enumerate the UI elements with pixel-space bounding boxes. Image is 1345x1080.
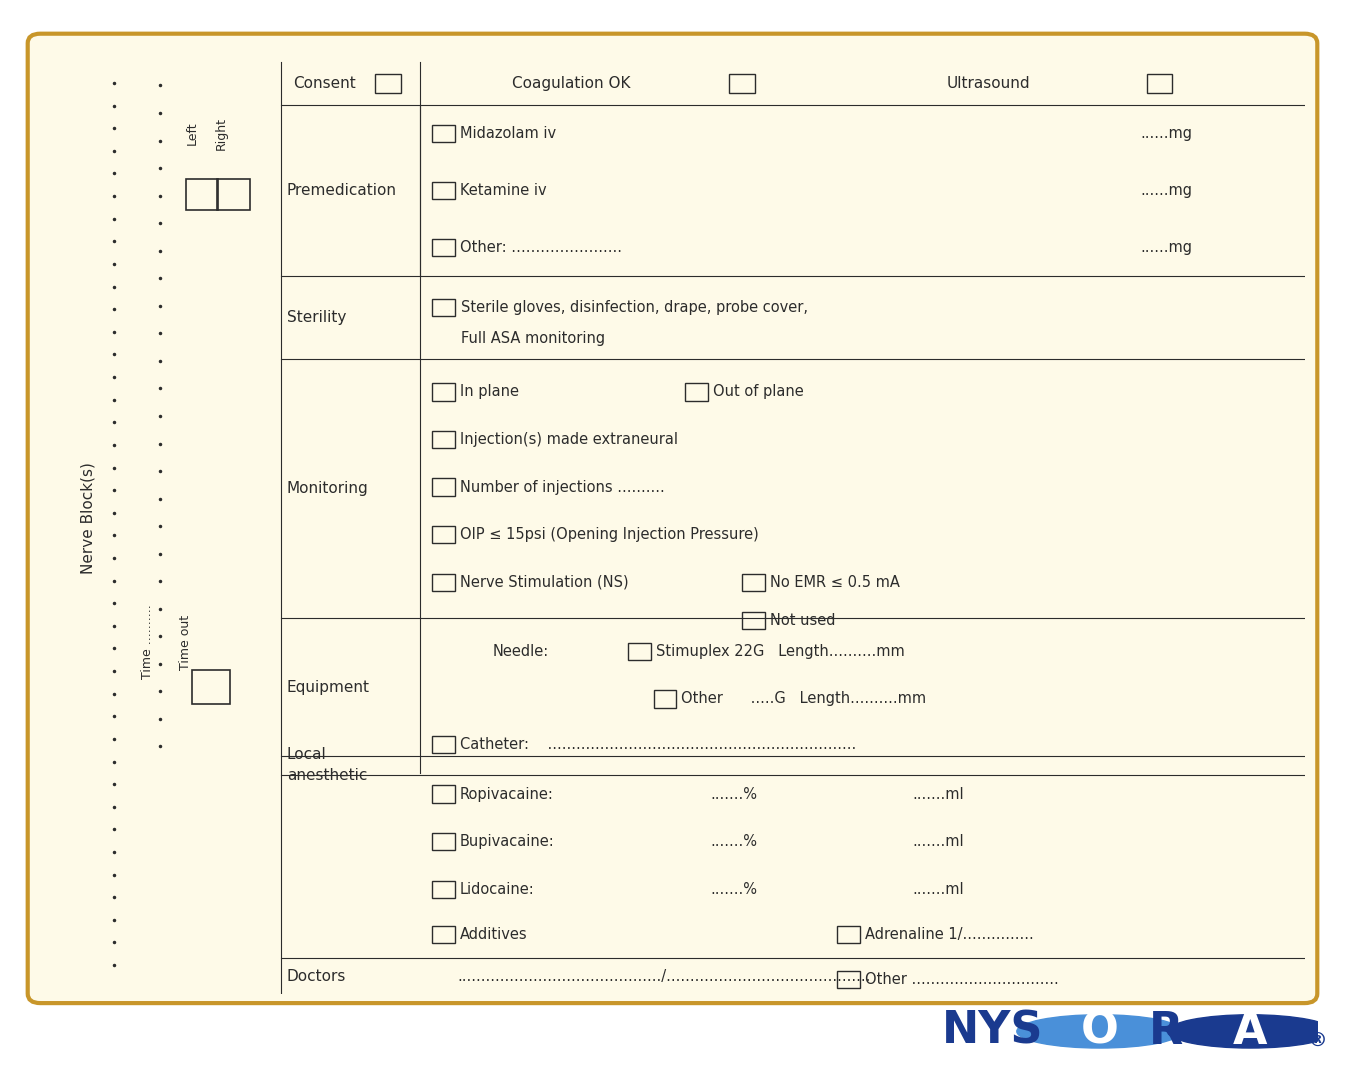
- Bar: [432, 737, 455, 753]
- Text: .......%: .......%: [710, 786, 757, 801]
- Text: Coagulation OK: Coagulation OK: [512, 76, 631, 91]
- Text: Ultrasound: Ultrasound: [947, 76, 1030, 91]
- Text: .........................................../....................................: ........................................…: [457, 969, 872, 984]
- Bar: [192, 670, 230, 704]
- Text: Needle:: Needle:: [492, 644, 549, 659]
- Text: Other: ……………….....: Other: ……………….....: [460, 240, 623, 255]
- Bar: [432, 880, 455, 897]
- Bar: [432, 526, 455, 543]
- Bar: [432, 927, 455, 943]
- Text: Monitoring: Monitoring: [286, 481, 369, 496]
- Bar: [432, 431, 455, 448]
- Text: ......mg: ......mg: [1141, 240, 1192, 255]
- Text: .......%: .......%: [710, 881, 757, 896]
- Text: Doctors: Doctors: [286, 969, 346, 984]
- Text: Nerve Block(s): Nerve Block(s): [81, 462, 95, 575]
- Text: Time out: Time out: [179, 615, 192, 670]
- Bar: [729, 75, 755, 93]
- Text: Bupivacaine:: Bupivacaine:: [460, 834, 555, 849]
- Bar: [837, 971, 859, 988]
- Bar: [186, 179, 218, 210]
- Circle shape: [1017, 1015, 1182, 1048]
- Text: Other      .....G   Length..........mm: Other .....G Length..........mm: [682, 691, 927, 706]
- Text: Consent: Consent: [293, 76, 356, 91]
- Bar: [432, 573, 455, 591]
- Text: Ropivacaine:: Ropivacaine:: [460, 786, 554, 801]
- Bar: [742, 573, 765, 591]
- Text: .......ml: .......ml: [913, 786, 964, 801]
- Text: In plane: In plane: [460, 384, 519, 400]
- Text: .......ml: .......ml: [913, 834, 964, 849]
- Text: Sterility: Sterility: [286, 310, 346, 325]
- Bar: [628, 643, 651, 660]
- Bar: [218, 179, 250, 210]
- Text: Local
anesthetic: Local anesthetic: [286, 746, 367, 783]
- Text: Catheter:    .................................................................: Catheter: ..............................…: [460, 737, 857, 752]
- Bar: [432, 181, 455, 199]
- Text: Ketamine iv: Ketamine iv: [460, 183, 546, 198]
- Bar: [742, 611, 765, 629]
- Text: ......mg: ......mg: [1141, 126, 1192, 141]
- Text: Lidocaine:: Lidocaine:: [460, 881, 535, 896]
- Bar: [1146, 75, 1171, 93]
- Bar: [685, 383, 707, 401]
- Text: OIP ≤ 15psi (Opening Injection Pressure): OIP ≤ 15psi (Opening Injection Pressure): [460, 527, 759, 542]
- Text: Number of injections ..........: Number of injections ..........: [460, 480, 664, 495]
- Text: Sterile gloves, disinfection, drape, probe cover,: Sterile gloves, disinfection, drape, pro…: [461, 300, 808, 315]
- Text: Left: Left: [186, 122, 199, 146]
- Text: Nerve Stimulation (NS): Nerve Stimulation (NS): [460, 575, 628, 590]
- Text: NYS: NYS: [941, 1010, 1042, 1053]
- Text: ......mg: ......mg: [1141, 183, 1192, 198]
- Bar: [432, 785, 455, 802]
- Text: No EMR ≤ 0.5 mA: No EMR ≤ 0.5 mA: [769, 575, 900, 590]
- Text: .......ml: .......ml: [913, 881, 964, 896]
- Text: Other ...............................: Other ...............................: [865, 972, 1059, 987]
- Text: O: O: [1081, 1010, 1119, 1053]
- Text: A: A: [1233, 1010, 1267, 1053]
- Text: Stimuplex 22G   Length..........mm: Stimuplex 22G Length..........mm: [656, 644, 905, 659]
- Text: .......%: .......%: [710, 834, 757, 849]
- Bar: [375, 75, 401, 93]
- Bar: [432, 125, 455, 143]
- Bar: [432, 239, 455, 256]
- Text: Not used: Not used: [769, 612, 835, 627]
- Bar: [432, 383, 455, 401]
- Text: R: R: [1149, 1010, 1182, 1053]
- FancyBboxPatch shape: [28, 33, 1317, 1003]
- Text: Time ..........: Time ..........: [141, 605, 155, 679]
- Text: Additives: Additives: [460, 927, 527, 942]
- Bar: [654, 690, 677, 707]
- Text: Right: Right: [215, 117, 227, 150]
- Circle shape: [1167, 1015, 1333, 1048]
- Text: Out of plane: Out of plane: [713, 384, 804, 400]
- Bar: [432, 833, 455, 850]
- Text: Full ASA monitoring: Full ASA monitoring: [461, 330, 605, 346]
- Text: Midazolam iv: Midazolam iv: [460, 126, 557, 141]
- Text: ®: ®: [1307, 1031, 1326, 1051]
- Text: Equipment: Equipment: [286, 679, 370, 694]
- Text: Injection(s) made extraneural: Injection(s) made extraneural: [460, 432, 678, 447]
- Text: Premedication: Premedication: [286, 183, 397, 198]
- Bar: [432, 478, 455, 496]
- Bar: [432, 299, 455, 316]
- Bar: [837, 927, 859, 943]
- Text: Adrenaline 1/...............: Adrenaline 1/...............: [865, 927, 1033, 942]
